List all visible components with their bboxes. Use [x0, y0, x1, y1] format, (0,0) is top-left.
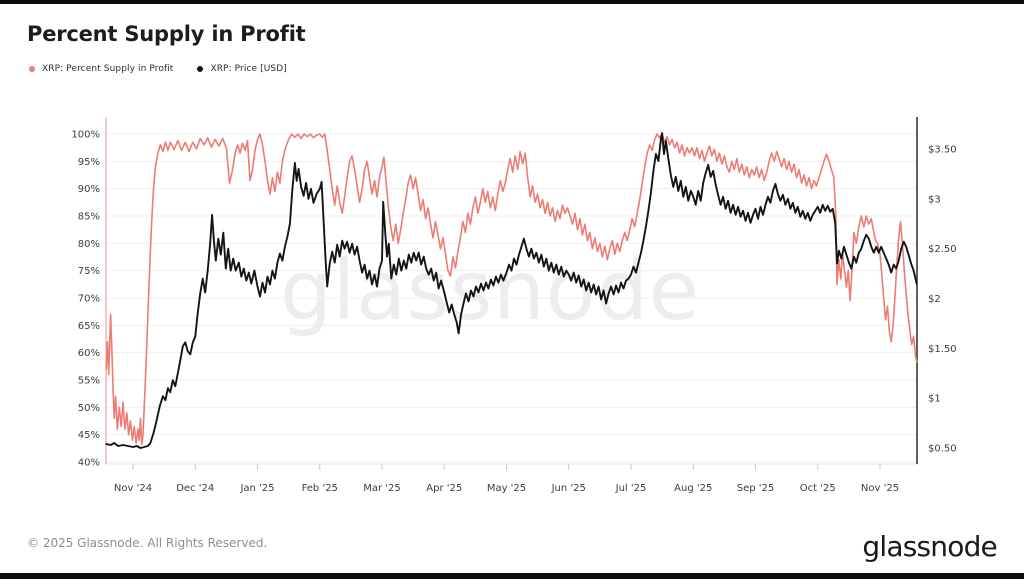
- x-tick-label: Nov '24: [114, 483, 152, 494]
- y-right-tick-label: $3: [928, 194, 941, 205]
- legend-dot-icon: [29, 66, 35, 72]
- legend-dot-icon: [197, 66, 204, 72]
- legend-label: XRP: Price [USD]: [210, 64, 287, 74]
- top-border-bar: [0, 0, 1024, 4]
- x-tick-label: Aug '25: [674, 483, 712, 494]
- x-tick-label: Oct '25: [800, 483, 836, 494]
- page-title: Percent Supply in Profit: [27, 22, 306, 46]
- y-left-tick-label: 40%: [78, 458, 100, 469]
- y-left-tick-label: 70%: [78, 294, 100, 305]
- y-right-tick-label: $1: [928, 394, 941, 405]
- y-left-tick-label: 50%: [78, 403, 100, 414]
- y-left-tick-label: 100%: [71, 130, 100, 141]
- bottom-border-bar: [0, 573, 1024, 579]
- x-tick-label: Feb '25: [302, 483, 338, 494]
- copyright-text: © 2025 Glassnode. All Rights Reserved.: [27, 536, 268, 550]
- y-left-tick-label: 65%: [78, 321, 100, 332]
- legend-item-percent-supply-in-profit[interactable]: XRP: Percent Supply in Profit: [29, 64, 173, 74]
- y-left-tick-label: 95%: [78, 157, 100, 168]
- y-left-tick-label: 80%: [78, 239, 100, 250]
- x-tick-label: Dec '24: [176, 483, 214, 494]
- x-tick-label: Sep '25: [737, 483, 775, 494]
- chart-legend: XRP: Percent Supply in Profit XRP: Price…: [29, 64, 287, 74]
- x-tick-label: Jun '25: [551, 483, 586, 494]
- series-price-usd: [105, 132, 918, 449]
- x-tick-label: May '25: [487, 483, 526, 494]
- x-tick-label: Nov '25: [861, 483, 899, 494]
- y-left-tick-label: 60%: [78, 348, 100, 359]
- y-left-tick-label: 90%: [78, 184, 100, 195]
- legend-item-price-usd[interactable]: XRP: Price [USD]: [197, 64, 287, 74]
- x-tick-label: Jul '25: [615, 483, 647, 494]
- legend-label: XRP: Percent Supply in Profit: [42, 64, 174, 74]
- y-right-tick-label: $2.50: [928, 244, 957, 255]
- x-tick-label: Apr '25: [426, 483, 462, 494]
- y-left-tick-label: 55%: [78, 376, 100, 387]
- series-percent-supply-in-profit: [105, 133, 918, 446]
- glassnode-logo: glassnode: [862, 530, 997, 563]
- y-right-tick-label: $3.50: [928, 145, 957, 156]
- y-right-tick-label: $1.50: [928, 344, 957, 355]
- y-left-tick-label: 85%: [78, 212, 100, 223]
- x-tick-label: Mar '25: [363, 483, 401, 494]
- glassnode-watermark: glassnode: [280, 244, 700, 339]
- x-tick-label: Jan '25: [239, 483, 274, 494]
- y-right-tick-label: $0.50: [928, 444, 957, 455]
- y-left-tick-label: 75%: [78, 266, 100, 277]
- y-right-tick-label: $2: [928, 294, 941, 305]
- y-left-tick-label: 45%: [78, 430, 100, 441]
